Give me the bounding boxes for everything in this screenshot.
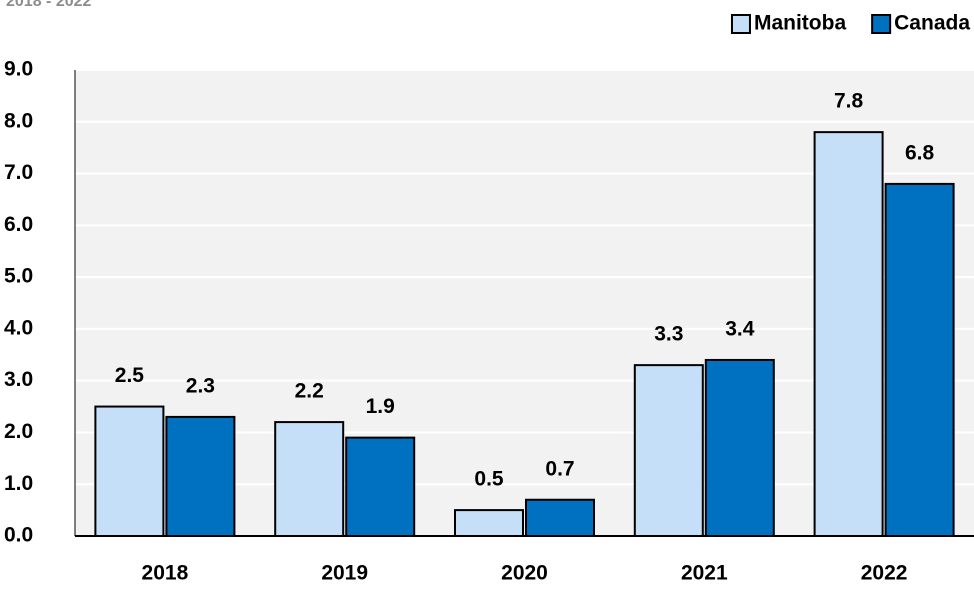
y-tick-label: 2.0: [4, 420, 33, 443]
bar: [274, 421, 345, 538]
bar: [633, 364, 704, 537]
bar: [345, 436, 416, 537]
x-tick-label: 2022: [861, 562, 908, 585]
legend-label: Canada: [894, 12, 970, 35]
data-label: 3.4: [725, 318, 755, 341]
y-tick-label: 6.0: [4, 213, 33, 236]
bar: [813, 131, 884, 537]
data-label: 2.5: [115, 364, 145, 387]
y-tick-label: 8.0: [4, 109, 33, 132]
chart-subtitle: 2018 - 2022: [6, 0, 92, 10]
bar: [525, 498, 595, 537]
data-label: 2.2: [295, 380, 324, 403]
bar: [704, 358, 775, 538]
bar: [165, 415, 236, 537]
y-tick-label: 0.0: [4, 524, 33, 547]
y-tick-label: 9.0: [4, 58, 33, 81]
x-tick-label: 2019: [321, 562, 368, 585]
bar: [884, 182, 955, 538]
data-label: 0.5: [474, 468, 504, 491]
y-tick-label: 7.0: [4, 161, 33, 184]
legend-swatch: [871, 14, 892, 34]
data-label: 7.8: [834, 90, 864, 113]
y-tick-label: 5.0: [4, 265, 33, 288]
data-label: 2.3: [186, 374, 215, 397]
x-tick-label: 2020: [501, 562, 548, 585]
legend-swatch: [730, 14, 751, 34]
y-tick-label: 3.0: [4, 368, 33, 391]
data-label: 6.8: [905, 141, 935, 164]
y-tick-label: 1.0: [4, 472, 33, 495]
data-label: 0.7: [545, 457, 574, 480]
legend-label: Manitoba: [754, 12, 846, 35]
x-tick-label: 2021: [681, 562, 728, 585]
data-label: 1.9: [366, 395, 395, 418]
data-label: 3.3: [654, 323, 683, 346]
y-tick-label: 4.0: [4, 316, 33, 339]
bar: [454, 509, 524, 538]
bar: [94, 405, 165, 537]
x-tick-label: 2018: [142, 562, 189, 585]
